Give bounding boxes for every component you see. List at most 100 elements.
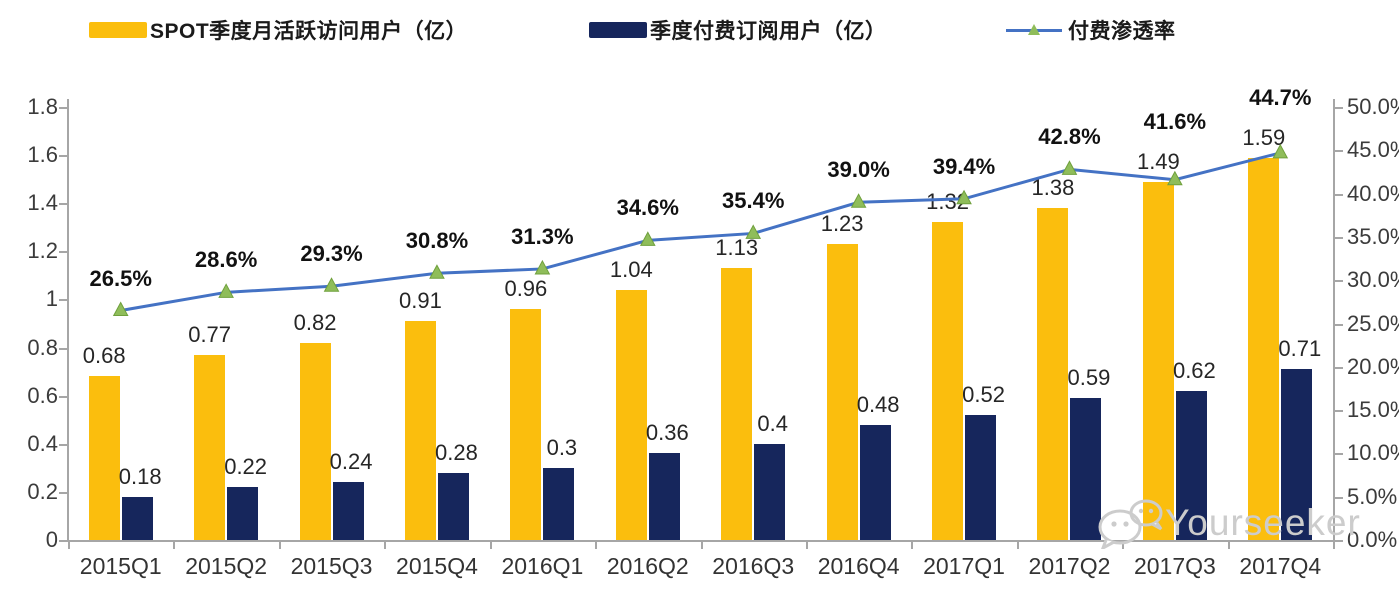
line-marker-triangle-icon <box>1167 170 1183 186</box>
bar-value-label-mau: 1.04 <box>609 256 653 282</box>
legend-item-penetration: 付费渗透率 <box>1006 14 1176 46</box>
bar-value-label-subscribers: 0.4 <box>757 410 788 436</box>
bar-mau <box>826 244 858 540</box>
x-axis-tick <box>278 540 281 549</box>
x-axis-label: 2015Q4 <box>396 553 478 579</box>
y-axis-right-tick <box>1335 193 1343 196</box>
x-axis-tick <box>1333 540 1335 549</box>
y-axis-left-tick-label: 0.2 <box>27 478 58 504</box>
y-axis-left-tick <box>59 299 67 302</box>
wechat-icon <box>1098 499 1163 549</box>
y-axis-right-tick-label: 10.0% <box>1347 440 1399 466</box>
y-axis-right-tick-label: 35.0% <box>1347 223 1399 249</box>
bar-subscribers <box>227 487 259 540</box>
y-axis-right-tick <box>1335 323 1343 326</box>
y-axis-right-tick-label: 5.0% <box>1347 483 1398 509</box>
bar-value-label-subscribers: 0.24 <box>329 449 373 475</box>
x-axis-label: 2017Q1 <box>923 553 1005 579</box>
bar-subscribers <box>543 467 575 540</box>
watermark-text: Yourseeker <box>1165 502 1361 543</box>
bar-mau <box>1142 181 1174 540</box>
penetration-value-label: 39.4% <box>932 153 996 179</box>
y-axis-left-tick <box>59 443 67 446</box>
penetration-value-label: 28.6% <box>194 247 258 273</box>
bar-value-label-subscribers: 0.48 <box>856 391 900 417</box>
penetration-line <box>120 151 1281 312</box>
legend-swatch-subscribers <box>589 22 647 38</box>
bar-subscribers <box>1070 398 1102 540</box>
y-axis-left-tick <box>59 347 67 350</box>
line-marker-triangle-icon <box>429 264 445 279</box>
bar-mau <box>194 354 226 540</box>
y-axis-left-tick-label: 0.6 <box>27 382 58 408</box>
bar-subscribers <box>437 472 469 540</box>
x-axis-label: 2017Q2 <box>1028 553 1111 579</box>
y-axis-left-tick <box>59 203 67 206</box>
y-axis-right-tick-label: 45.0% <box>1347 137 1399 163</box>
bar-subscribers <box>754 443 786 540</box>
y-axis-right-tick <box>1335 540 1343 542</box>
bar-subscribers <box>1175 390 1207 540</box>
y-axis-left-tick <box>59 491 67 494</box>
legend-swatch-mau <box>89 22 147 38</box>
x-axis-tick <box>1227 540 1230 549</box>
bar-value-label-mau: 1.13 <box>715 235 759 261</box>
bar-value-label-mau: 1.49 <box>1136 148 1180 174</box>
y-axis-right-tick-label: 15.0% <box>1347 397 1399 423</box>
penetration-value-label: 34.6% <box>616 195 679 221</box>
bar-mau <box>721 268 753 540</box>
x-axis-tick <box>384 540 387 549</box>
bar-mau <box>299 342 331 540</box>
line-marker-triangle-icon <box>218 283 234 298</box>
bar-value-label-subscribers: 0.18 <box>118 463 162 489</box>
line-marker-triangle-icon <box>639 231 656 246</box>
bar-mau <box>615 289 647 540</box>
y-axis-right-tick-label: 50.0% <box>1347 94 1399 119</box>
y-axis-left-tick-label: 1.6 <box>27 142 58 168</box>
x-axis-tick <box>805 540 808 549</box>
bar-mau <box>510 309 542 540</box>
x-axis-label: 2015Q2 <box>185 553 268 579</box>
penetration-value-label: 26.5% <box>89 265 152 291</box>
bar-subscribers <box>859 424 891 540</box>
y-axis-right-tick <box>1335 236 1343 239</box>
x-axis-label: 2016Q2 <box>606 553 689 579</box>
penetration-value-label: 42.8% <box>1038 124 1101 150</box>
y-axis-left-tick-label: 1.8 <box>27 94 58 119</box>
line-marker-triangle-icon <box>112 301 129 317</box>
bar-subscribers <box>965 414 997 540</box>
y-axis-right-tick <box>1335 496 1343 499</box>
bar-value-label-subscribers: 0.62 <box>1172 357 1216 383</box>
watermark: Yourseeker <box>1093 497 1361 549</box>
y-axis-left <box>67 99 69 540</box>
x-axis-label: 2017Q3 <box>1133 553 1216 579</box>
x-axis-tick <box>489 540 492 549</box>
bar-subscribers <box>648 453 680 540</box>
legend-label-mau: SPOT季度月活跃访问用户（亿） <box>150 20 468 43</box>
line-marker-triangle-icon <box>1272 143 1289 159</box>
bar-value-label-mau: 0.68 <box>82 343 126 369</box>
y-axis-right-tick <box>1335 107 1343 109</box>
y-axis-right-tick <box>1335 453 1343 456</box>
bar-value-label-mau: 0.96 <box>504 276 548 302</box>
x-axis-label: 2016Q4 <box>817 553 900 579</box>
y-axis-right-tick <box>1335 150 1343 153</box>
x-axis-tick <box>595 540 598 549</box>
penetration-value-label: 35.4% <box>722 188 785 214</box>
line-marker-triangle-icon <box>956 189 972 205</box>
bar-value-label-subscribers: 0.22 <box>224 454 268 480</box>
bar-value-label-mau: 0.82 <box>293 309 337 335</box>
x-axis-tick <box>1016 540 1019 549</box>
x-axis-tick <box>68 540 70 549</box>
y-axis-right-tick-label: 40.0% <box>1347 180 1399 206</box>
x-axis-label: 2017Q4 <box>1239 553 1322 579</box>
bar-value-label-mau: 1.38 <box>1031 175 1075 201</box>
y-axis-right-tick-label: 20.0% <box>1347 353 1399 379</box>
penetration-value-label: 44.7% <box>1249 84 1312 110</box>
y-axis-left-tick <box>59 395 67 398</box>
x-axis-tick <box>700 540 703 549</box>
x-axis-label: 2015Q1 <box>79 553 162 579</box>
bar-mau <box>1037 208 1069 540</box>
x-axis-label: 2016Q1 <box>501 553 584 579</box>
y-axis-left-tick-label: 0.8 <box>27 334 58 360</box>
